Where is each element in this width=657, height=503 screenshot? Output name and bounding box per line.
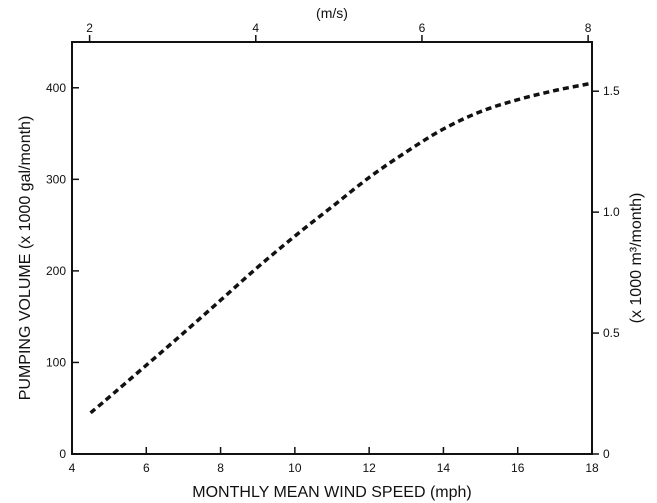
pumping-volume-line — [89, 81, 593, 415]
y-tick-label: 400 — [46, 81, 66, 95]
x-tick-label: 6 — [143, 461, 150, 475]
x-tick-label: 4 — [69, 461, 76, 475]
y-tick-label: 100 — [46, 355, 66, 369]
y2-tick-label: 1.5 — [603, 84, 620, 98]
x2-tick-label: 2 — [86, 21, 93, 35]
x-tick-label: 18 — [585, 461, 599, 475]
bottom-axis-ticks: 4 6 8 10 12 14 16 18 — [69, 447, 599, 475]
right-axis-ticks: 00.51.01.52.0 — [592, 84, 620, 461]
x-tick-label: 12 — [362, 461, 376, 475]
plot-frame — [71, 41, 593, 455]
x-tick-label: 14 — [437, 461, 451, 475]
top-axis-ticks: 2 4 6 8 — [86, 21, 592, 42]
top-axis-title: (m/s) — [316, 5, 348, 21]
x2-tick-label: 8 — [585, 21, 592, 35]
y-axis-title: PUMPING VOLUME (x 1000 gal/month) — [17, 116, 34, 401]
y2-tick-label: 0 — [603, 447, 610, 461]
x-tick-label: 10 — [288, 461, 302, 475]
x-axis-title: MONTHLY MEAN WIND SPEED (mph) — [192, 484, 471, 501]
y-tick-label: 200 — [46, 264, 66, 278]
x-tick-label: 16 — [511, 461, 525, 475]
y-tick-label: 0 — [59, 447, 66, 461]
right-axis-title: (x 1000 m³/month) — [628, 193, 645, 324]
x2-tick-label: 6 — [419, 21, 426, 35]
x2-tick-label: 4 — [252, 21, 259, 35]
x-tick-label: 8 — [217, 461, 224, 475]
y2-tick-label: 1.0 — [603, 205, 620, 219]
y2-tick-label: 0.5 — [603, 326, 620, 340]
y-tick-label: 300 — [46, 172, 66, 186]
left-axis-ticks: 0 100 200 300 400 — [46, 81, 79, 461]
